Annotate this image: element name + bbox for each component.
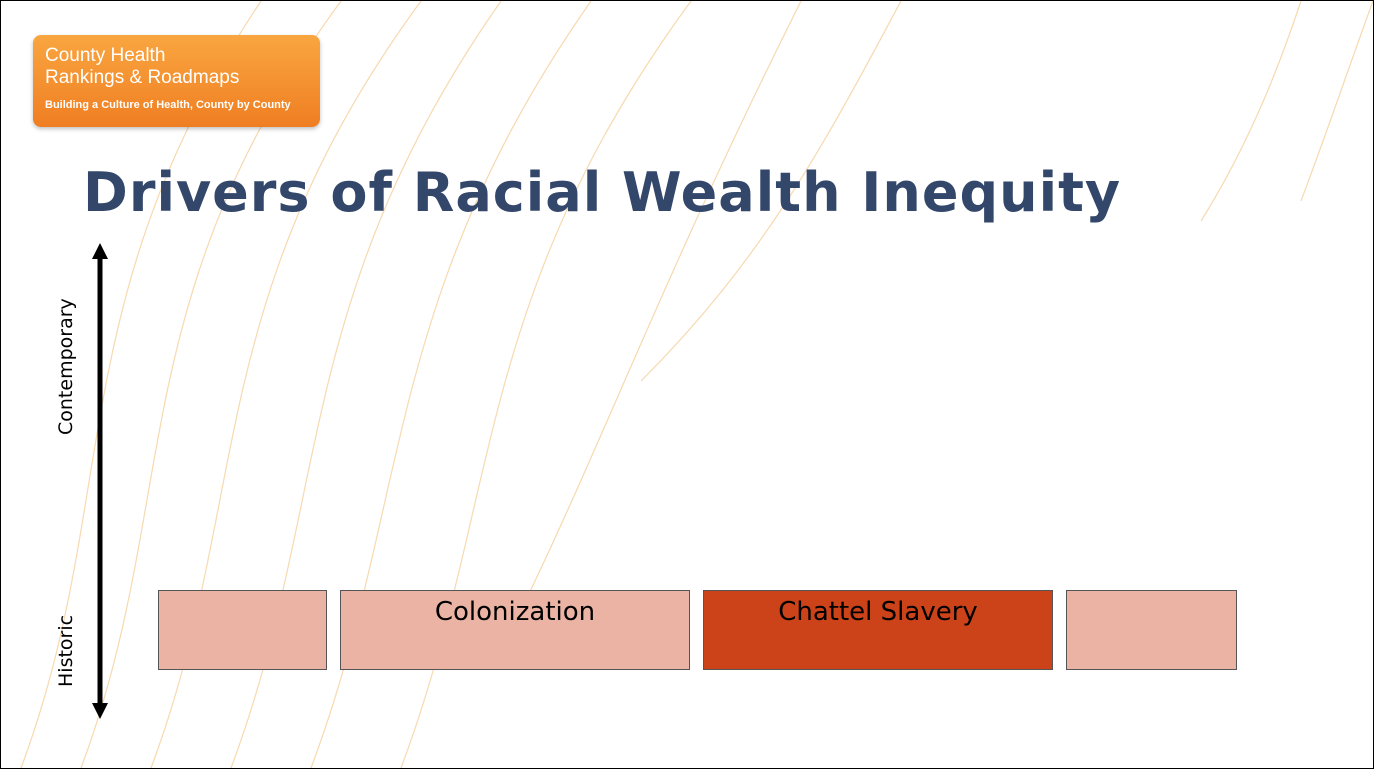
logo-text: Rankings & Roadmaps bbox=[45, 67, 240, 88]
logo-tagline: Building a Culture of Health, County by … bbox=[45, 99, 291, 111]
time-arrow bbox=[92, 243, 108, 719]
era-box: Chattel Slavery bbox=[703, 590, 1053, 670]
era-box bbox=[158, 590, 327, 670]
logo: County Health Rankings & Roadmaps Buildi… bbox=[33, 35, 320, 127]
logo-text: County Health bbox=[45, 45, 166, 66]
era-box: Colonization bbox=[340, 590, 690, 670]
slide-title: Drivers of Racial Wealth Inequity bbox=[83, 161, 1122, 224]
era-box bbox=[1066, 590, 1237, 670]
axis-label: Historic bbox=[55, 614, 77, 687]
axis-label: Contemporary bbox=[55, 298, 77, 435]
